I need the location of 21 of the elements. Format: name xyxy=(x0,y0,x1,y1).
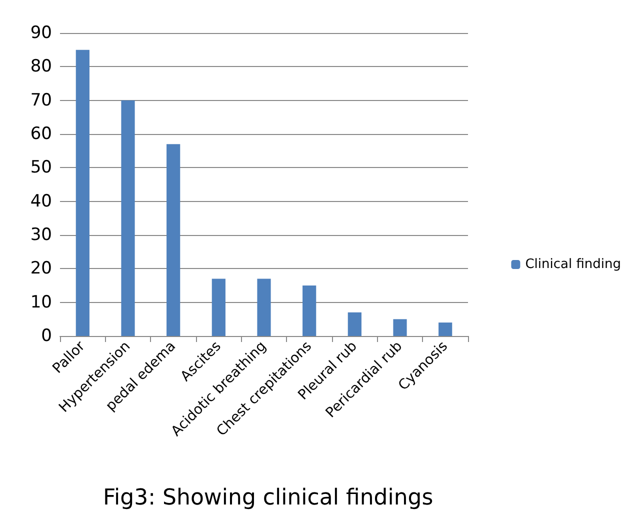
y-tick-label: 20 xyxy=(30,258,52,279)
bar xyxy=(438,322,452,336)
caption: Fig3: Showing clinical findings xyxy=(103,486,434,510)
bar xyxy=(121,100,135,336)
y-tick-label: 40 xyxy=(30,191,52,212)
y-tick-label: 80 xyxy=(30,56,52,77)
bar xyxy=(393,319,407,336)
y-tick-label: 50 xyxy=(30,158,52,178)
legend-label: Clinical finding xyxy=(525,257,622,272)
bar xyxy=(212,278,226,336)
bar xyxy=(348,312,362,336)
y-tick-label: 60 xyxy=(30,124,52,144)
bar xyxy=(257,278,271,336)
y-tick-label: 70 xyxy=(30,90,52,110)
bar xyxy=(166,144,180,336)
y-tick-label: 30 xyxy=(30,225,52,245)
y-tick-label: 10 xyxy=(30,292,52,312)
y-tick-label: 90 xyxy=(30,23,52,43)
y-tick-label: 0 xyxy=(41,326,52,346)
bar xyxy=(302,286,316,336)
bar xyxy=(76,50,90,336)
